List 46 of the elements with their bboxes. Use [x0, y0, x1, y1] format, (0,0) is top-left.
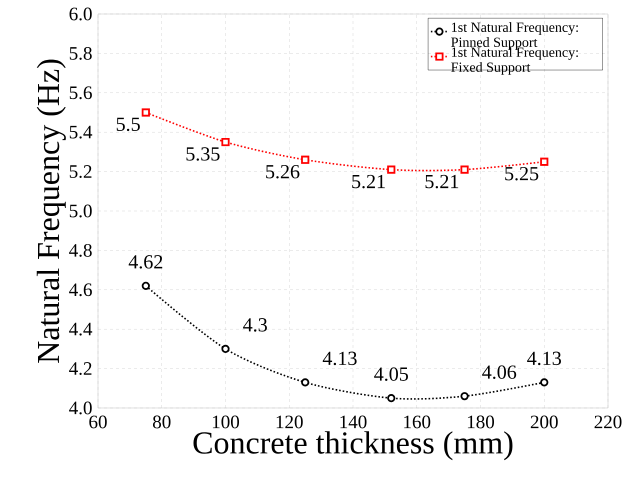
x-tick-label: 160 — [404, 416, 430, 428]
point — [460, 166, 469, 174]
point — [221, 344, 230, 353]
data-label: 4.3 — [243, 318, 267, 332]
point — [301, 378, 310, 386]
data-label: 4.62 — [128, 255, 162, 269]
x-tick-label: 180 — [468, 416, 494, 428]
y-tick-label: 6.0 — [70, 8, 92, 20]
data-label: 5.21 — [426, 174, 458, 188]
y-tick-label: 4.4 — [69, 322, 92, 336]
point — [221, 138, 230, 146]
x-tick-label: 60 — [89, 416, 107, 428]
data-label: 4.13 — [527, 352, 561, 366]
x-tick-label: 200 — [530, 416, 558, 428]
data-label: 4.13 — [322, 352, 357, 366]
y-tick-label: 5.6 — [70, 86, 92, 100]
x-tick-label: 80 — [152, 416, 171, 428]
point — [142, 108, 150, 117]
y-tick-label: 5.0 — [70, 204, 92, 218]
data-label: 5.5 — [116, 118, 140, 132]
x-axis-title: Concrete thickness (mm) — [193, 431, 512, 460]
data-label: 4.05 — [374, 367, 408, 381]
x-tick-label: 120 — [276, 416, 303, 428]
y-tick-label: 5.4 — [70, 126, 92, 139]
y-tick-label: 4.6 — [69, 283, 92, 296]
x-tick-label: 140 — [340, 416, 367, 428]
point — [540, 158, 548, 166]
point — [142, 282, 150, 290]
x-tick-label: 220 — [594, 416, 622, 428]
y-tick-label: 4.2 — [69, 362, 92, 376]
data-label: 5.25 — [505, 166, 538, 180]
data-label: 5.26 — [266, 164, 300, 178]
point — [387, 166, 396, 174]
data-label: 5.21 — [352, 174, 385, 188]
data-label: 4.06 — [482, 365, 516, 379]
point — [387, 394, 396, 402]
data-label: 5.35 — [186, 147, 220, 161]
y-axis-title: Natural Frequency (Hz) — [36, 60, 66, 363]
point — [301, 156, 310, 164]
point — [540, 378, 548, 386]
y-tick-label: 5.2 — [70, 165, 92, 178]
x-tick-label: 100 — [212, 416, 240, 428]
y-tick-label: 4.8 — [69, 244, 92, 257]
y-tick-label: 5.8 — [70, 46, 92, 60]
point — [460, 392, 469, 400]
y-tick-label: 4.0 — [69, 402, 92, 414]
